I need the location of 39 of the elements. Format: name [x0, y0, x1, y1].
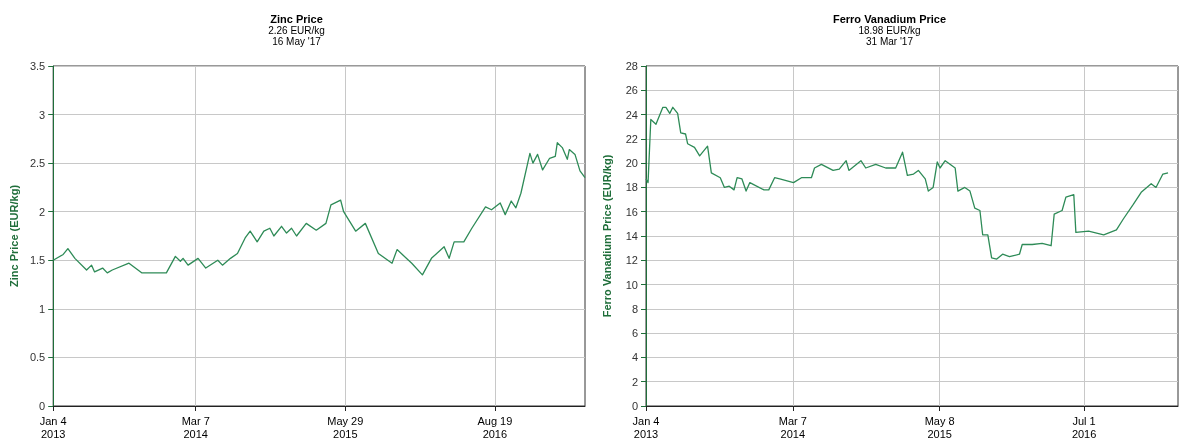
x-tick-label: May 8 2015	[924, 414, 955, 440]
x-tick-label: Jan 4 2013	[632, 414, 659, 440]
chart-title: Ferro Vanadium Price	[832, 12, 946, 25]
y-tick-label: 1.5	[29, 254, 46, 267]
x-tick-label: Aug 19 2016	[477, 414, 513, 440]
chart-title: Zinc Price	[270, 12, 323, 25]
x-tick-label: Jul 1 2016	[1071, 414, 1096, 440]
y-tick-label: 3.5	[29, 60, 46, 72]
x-tick-label: Mar 7 2014	[778, 414, 807, 440]
y-tick-label: 2	[631, 375, 638, 388]
y-axis-title: Ferro Vanadium Price (EUR/kg)	[600, 154, 612, 318]
x-tick-label: Jan 4 2013	[39, 414, 67, 440]
chart-subtitle: 18.98 EUR/kg 31 Mar '17	[857, 25, 921, 47]
y-tick-label: 6	[631, 327, 638, 340]
y-tick-label: 28	[625, 60, 638, 72]
y-tick-label: 2	[39, 205, 46, 218]
y-tick-label: 0.5	[29, 351, 46, 364]
y-tick-label: 16	[625, 205, 638, 218]
y-tick-label: 18	[625, 181, 638, 194]
y-tick-label: 8	[631, 302, 638, 315]
x-tick-label: Mar 7 2014	[181, 414, 210, 440]
y-tick-label: 3	[39, 108, 46, 121]
line-series	[52, 142, 586, 276]
y-tick-label: 10	[625, 278, 638, 291]
y-tick-label: 2.5	[29, 157, 46, 170]
chart-subtitle: 2.26 EUR/kg 16 May '17	[268, 25, 325, 47]
y-tick-label: 12	[625, 254, 638, 267]
y-axis-title: Zinc Price (EUR/kg)	[7, 184, 20, 288]
y-tick-label: 0	[39, 400, 46, 412]
y-tick-label: 26	[625, 84, 638, 97]
y-tick-label: 22	[625, 132, 638, 145]
y-tick-label: 0	[631, 400, 638, 412]
x-tick-label: May 29 2015	[327, 414, 364, 440]
y-tick-label: 20	[625, 157, 638, 170]
y-tick-label: 14	[625, 230, 638, 242]
y-tick-label: 4	[631, 351, 638, 364]
y-tick-label: 24	[625, 108, 638, 121]
line-series	[644, 106, 1169, 260]
y-tick-label: 1	[39, 302, 46, 315]
